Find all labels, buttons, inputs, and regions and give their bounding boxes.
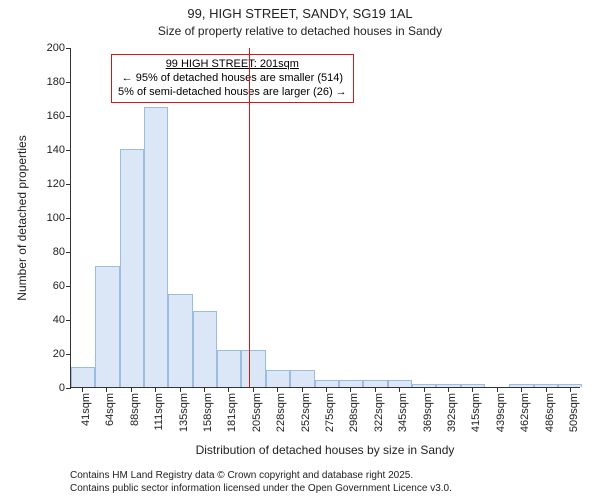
xtick-mark — [302, 387, 303, 392]
xtick-label: 439sqm — [495, 393, 507, 432]
xtick-label: 205sqm — [251, 393, 263, 432]
xtick-mark — [521, 387, 522, 392]
xtick-label: 275sqm — [324, 393, 336, 432]
xtick-label: 181sqm — [226, 393, 238, 432]
xtick-mark — [106, 387, 107, 392]
ytick-label: 20 — [53, 348, 71, 360]
xtick-mark — [253, 387, 254, 392]
xtick-mark — [546, 387, 547, 392]
xtick-label: 88sqm — [129, 393, 141, 426]
ytick-label: 100 — [47, 212, 71, 224]
annotation-line2: ← 95% of detached houses are smaller (51… — [118, 72, 347, 86]
histogram-bar — [412, 384, 436, 387]
footer-line1: Contains HM Land Registry data © Crown c… — [70, 470, 413, 481]
xtick-label: 345sqm — [397, 393, 409, 432]
xtick-mark — [350, 387, 351, 392]
y-axis-label: Number of detached properties — [15, 135, 29, 300]
histogram-bar — [193, 311, 217, 388]
xtick-label: 135sqm — [178, 393, 190, 432]
xtick-label: 298sqm — [348, 393, 360, 432]
xtick-label: 41sqm — [80, 393, 92, 426]
chart-container: 99, HIGH STREET, SANDY, SG19 1AL Size of… — [0, 0, 600, 500]
histogram-bar — [388, 380, 412, 387]
footer-line2: Contains public sector information licen… — [70, 483, 452, 494]
xtick-mark — [131, 387, 132, 392]
xtick-label: 462sqm — [519, 393, 531, 432]
histogram-bar — [363, 380, 387, 387]
chart-title: 99, HIGH STREET, SANDY, SG19 1AL — [0, 6, 600, 21]
annotation-line3: 5% of semi-detached houses are larger (2… — [118, 86, 347, 100]
xtick-label: 111sqm — [153, 393, 165, 431]
ytick-label: 120 — [47, 178, 71, 190]
annotation-line1: 99 HIGH STREET: 201sqm — [118, 58, 347, 72]
histogram-bar — [339, 380, 363, 387]
histogram-bar — [217, 350, 241, 387]
xtick-mark — [424, 387, 425, 392]
ytick-label: 160 — [47, 110, 71, 122]
ytick-label: 80 — [53, 246, 71, 258]
histogram-bar — [120, 149, 144, 387]
histogram-bar — [95, 266, 119, 387]
xtick-label: 486sqm — [544, 393, 556, 432]
histogram-bar — [266, 370, 290, 387]
xtick-mark — [399, 387, 400, 392]
x-axis-label: Distribution of detached houses by size … — [70, 443, 580, 457]
xtick-mark — [204, 387, 205, 392]
ytick-label: 200 — [47, 42, 71, 54]
xtick-mark — [180, 387, 181, 392]
annotation-box: 99 HIGH STREET: 201sqm ← 95% of detached… — [111, 54, 354, 103]
xtick-mark — [326, 387, 327, 392]
xtick-mark — [228, 387, 229, 392]
xtick-mark — [277, 387, 278, 392]
xtick-mark — [472, 387, 473, 392]
xtick-mark — [448, 387, 449, 392]
histogram-bar — [315, 380, 339, 387]
histogram-bar — [534, 384, 558, 387]
xtick-label: 158sqm — [202, 393, 214, 432]
xtick-label: 252sqm — [300, 393, 312, 432]
xtick-mark — [155, 387, 156, 392]
histogram-bar — [290, 370, 314, 387]
xtick-label: 64sqm — [104, 393, 116, 426]
histogram-bar — [558, 384, 582, 387]
ytick-label: 60 — [53, 280, 71, 292]
histogram-bar — [71, 367, 95, 387]
xtick-mark — [570, 387, 571, 392]
xtick-label: 322sqm — [373, 393, 385, 432]
ytick-label: 0 — [59, 382, 71, 394]
xtick-label: 415sqm — [470, 393, 482, 432]
xtick-label: 369sqm — [422, 393, 434, 432]
ytick-label: 140 — [47, 144, 71, 156]
ytick-label: 40 — [53, 314, 71, 326]
plot-area: 99 HIGH STREET: 201sqm ← 95% of detached… — [70, 48, 580, 388]
histogram-bar — [436, 384, 460, 387]
reference-line — [249, 48, 250, 387]
xtick-label: 509sqm — [568, 393, 580, 432]
histogram-bar — [461, 384, 485, 387]
histogram-bar — [509, 384, 533, 387]
histogram-bar — [168, 294, 192, 388]
ytick-label: 180 — [47, 76, 71, 88]
histogram-bar — [144, 107, 168, 388]
xtick-mark — [375, 387, 376, 392]
chart-subtitle: Size of property relative to detached ho… — [0, 24, 600, 38]
xtick-mark — [82, 387, 83, 392]
xtick-mark — [497, 387, 498, 392]
xtick-label: 228sqm — [275, 393, 287, 432]
histogram-bar — [241, 350, 265, 387]
xtick-label: 392sqm — [446, 393, 458, 432]
